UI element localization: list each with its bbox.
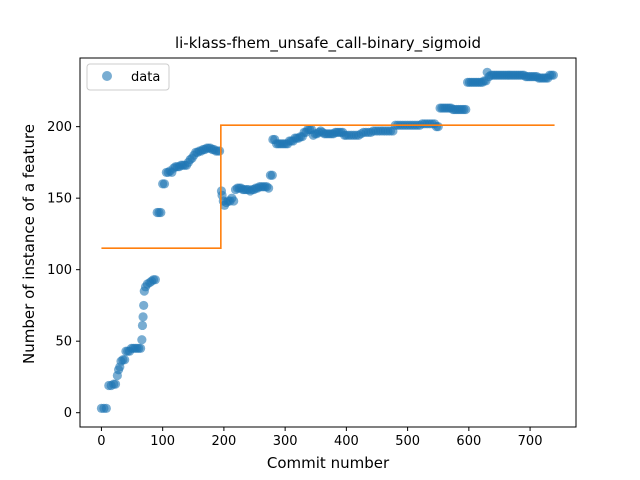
- y-axis-label: Number of instance of a feature: [20, 124, 38, 364]
- x-tick-label: 0: [97, 434, 105, 449]
- plot-area: 0 100 200 300 400 500 600 700 0 50 100 150 200: [47, 57, 577, 449]
- x-tick-label: 600: [456, 434, 481, 449]
- y-tick-label: 0: [64, 406, 72, 421]
- legend-box: [86, 63, 170, 91]
- y-tick-label: 150: [47, 192, 72, 207]
- data-point: [136, 343, 146, 353]
- legend-label-data: data: [131, 70, 160, 85]
- data-point: [215, 146, 225, 156]
- fit-step-line: [101, 124, 555, 250]
- data-point: [461, 104, 471, 115]
- data-point: [267, 170, 277, 180]
- x-axis-label: Commit number: [267, 454, 390, 472]
- y-tick-label: 50: [55, 335, 72, 350]
- y-tick-label: 200: [47, 120, 72, 135]
- data-point: [139, 300, 149, 311]
- chart-title: li-klass-fhem_unsafe_call-binary_sigmoid: [175, 34, 481, 53]
- data-point: [159, 179, 170, 189]
- data-point: [137, 320, 148, 331]
- data-point: [229, 196, 239, 206]
- x-tick-label: 400: [334, 434, 359, 449]
- x-tick-label: 100: [150, 434, 175, 449]
- data-point: [150, 275, 160, 285]
- data-point: [110, 379, 121, 389]
- x-tick-label: 200: [211, 434, 236, 449]
- data-point: [137, 335, 147, 345]
- data-point: [264, 183, 274, 193]
- y-tick-label: 100: [47, 263, 72, 278]
- data-point: [120, 355, 130, 365]
- x-tick-label: 700: [518, 434, 543, 449]
- legend: data: [86, 63, 170, 91]
- data-point: [101, 403, 111, 414]
- x-tick-label: 300: [273, 434, 298, 449]
- data-point: [548, 70, 558, 80]
- x-tick-label: 500: [395, 434, 420, 449]
- data-point: [156, 207, 166, 218]
- legend-marker-data: [102, 71, 112, 81]
- data-point: [138, 312, 148, 322]
- axes-frame: [79, 57, 577, 428]
- data-point: [433, 122, 443, 132]
